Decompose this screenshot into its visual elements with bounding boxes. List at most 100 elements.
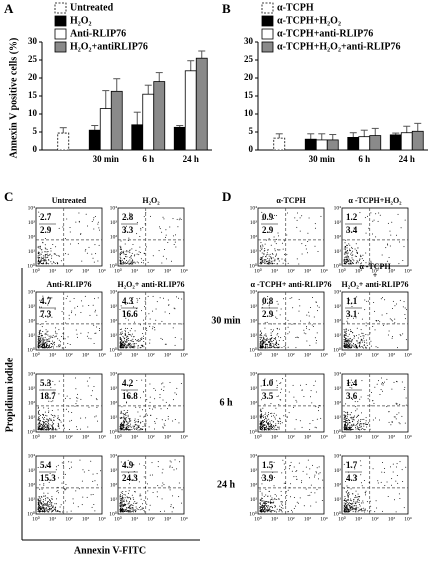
- y-tick-label: 10⁰: [109, 262, 118, 269]
- event-dot: [140, 258, 142, 260]
- event-dot: [363, 509, 365, 511]
- event-dot: [361, 380, 363, 382]
- event-dot: [75, 490, 77, 492]
- event-dot: [128, 250, 130, 252]
- event-dot: [174, 308, 176, 310]
- event-dot: [277, 395, 279, 397]
- event-dot: [58, 329, 60, 331]
- event-dot: [284, 259, 286, 261]
- event-dot: [397, 213, 399, 215]
- event-dot: [353, 423, 355, 425]
- event-dot: [291, 323, 293, 325]
- event-dot: [142, 328, 144, 330]
- event-dot: [261, 340, 263, 342]
- event-dot: [348, 493, 350, 495]
- event-dot: [131, 494, 133, 496]
- event-dot: [87, 385, 89, 387]
- event-dot: [261, 339, 263, 341]
- event-dot: [45, 258, 47, 260]
- event-dot: [265, 335, 267, 337]
- event-dot: [41, 428, 43, 430]
- event-dot: [124, 256, 126, 258]
- event-dot: [262, 507, 264, 509]
- event-dot: [361, 332, 363, 334]
- event-dot: [279, 314, 281, 316]
- event-dot: [81, 480, 83, 482]
- y-tick-label: 10²: [250, 400, 258, 406]
- event-dot: [261, 492, 263, 494]
- y-tick-label: 10²: [28, 318, 36, 324]
- event-dot: [263, 259, 265, 261]
- event-dot: [347, 423, 349, 425]
- event-dot: [93, 343, 95, 345]
- event-dot: [134, 262, 136, 264]
- event-dot: [54, 253, 56, 255]
- event-dot: [49, 424, 51, 426]
- event-dot: [81, 260, 83, 262]
- event-dot: [276, 263, 278, 265]
- event-dot: [343, 414, 345, 416]
- event-dot: [39, 253, 41, 255]
- event-dot: [345, 506, 347, 508]
- event-dot: [129, 386, 131, 388]
- y-tick-label: 10²: [250, 318, 258, 324]
- event-dot: [143, 391, 145, 393]
- event-dot: [360, 419, 362, 421]
- event-dot: [134, 321, 136, 323]
- event-dot: [370, 212, 372, 214]
- event-dot: [129, 429, 131, 431]
- event-dot: [138, 340, 140, 342]
- quadrant-value: 1.7: [346, 460, 358, 470]
- event-dot: [360, 335, 362, 337]
- y-tick-label: 30: [28, 36, 38, 46]
- event-dot: [295, 505, 297, 507]
- event-dot: [127, 319, 129, 321]
- event-dot: [162, 382, 164, 384]
- y-tick-label: 10⁴: [110, 205, 118, 211]
- event-dot: [38, 332, 40, 334]
- event-dot: [275, 407, 277, 409]
- event-dot: [343, 342, 345, 344]
- event-dot: [315, 342, 317, 344]
- event-dot: [378, 212, 380, 214]
- event-dot: [39, 509, 41, 511]
- event-dot: [293, 476, 295, 478]
- event-dot: [47, 256, 49, 258]
- event-dot: [266, 505, 268, 507]
- event-dot: [265, 239, 267, 241]
- event-dot: [285, 499, 287, 501]
- event-dot: [261, 257, 263, 259]
- event-dot: [39, 335, 41, 337]
- event-dot: [278, 426, 280, 428]
- event-dot: [275, 340, 277, 342]
- event-dot: [138, 481, 140, 483]
- event-dot: [354, 248, 356, 250]
- event-dot: [119, 509, 121, 511]
- event-dot: [364, 344, 366, 346]
- event-dot: [358, 428, 360, 430]
- event-dot: [346, 493, 348, 495]
- event-dot: [132, 345, 134, 347]
- event-dot: [355, 410, 357, 412]
- event-dot: [312, 419, 314, 421]
- event-dot: [180, 218, 182, 220]
- event-dot: [43, 341, 45, 343]
- event-dot: [351, 425, 353, 427]
- event-dot: [368, 510, 370, 512]
- event-dot: [37, 498, 39, 500]
- event-dot: [346, 461, 348, 463]
- event-dot: [276, 508, 278, 510]
- event-dot: [360, 396, 362, 398]
- event-dot: [351, 381, 353, 383]
- event-dot: [359, 398, 361, 400]
- event-dot: [121, 259, 123, 261]
- x-tick-label: 10⁴: [98, 352, 106, 358]
- event-dot: [356, 251, 358, 253]
- event-dot: [360, 263, 362, 265]
- event-dot: [271, 337, 273, 339]
- event-dot: [402, 481, 404, 483]
- event-dot: [357, 414, 359, 416]
- event-dot: [126, 344, 128, 346]
- event-dot: [264, 504, 266, 506]
- event-dot: [377, 482, 379, 484]
